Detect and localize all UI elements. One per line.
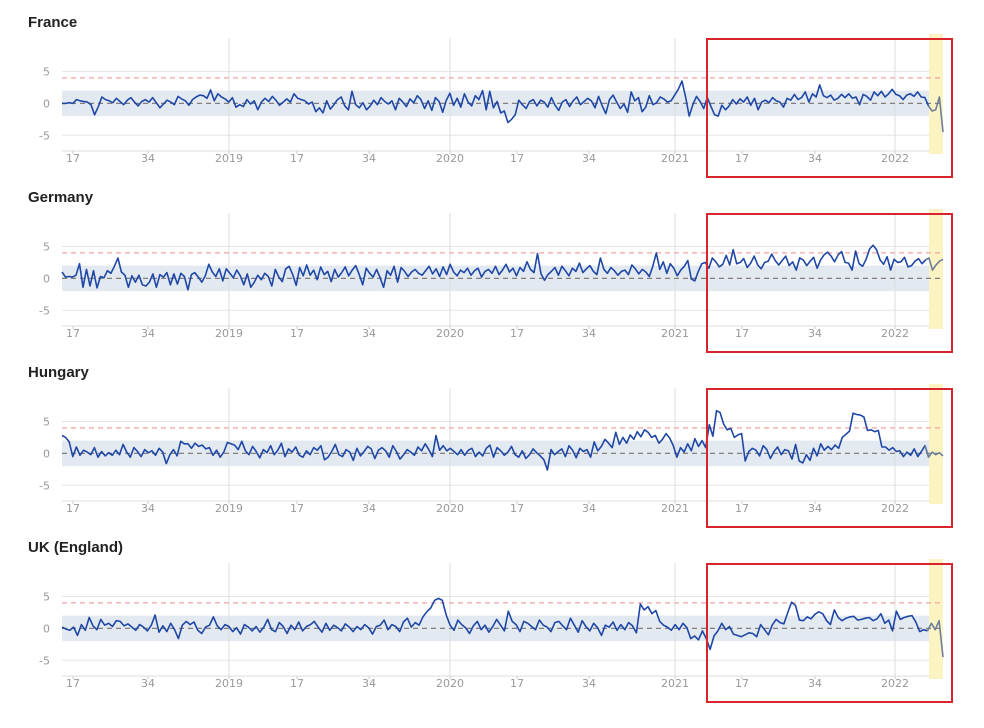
x-tick-label: 17 <box>735 152 749 165</box>
x-tick-label: 34 <box>362 677 376 690</box>
x-tick-label: 17 <box>290 327 304 340</box>
chart-hungary: 5 0 -5 17 34 2019 17 34 2020 17 34 2021 17 34 2022 <box>39 384 953 528</box>
x-tick-label: 34 <box>141 152 155 165</box>
y-tick-label: -5 <box>39 654 50 667</box>
y-tick-label: 0 <box>43 272 50 285</box>
x-tick-label: 34 <box>362 502 376 515</box>
series-line <box>61 244 930 291</box>
x-tick-label: 2022 <box>881 327 909 340</box>
x-tick-label: 34 <box>141 502 155 515</box>
panel-uk-england: UK (England) 5 0 -5 17 34 2019 17 34 2020 17 34 202… <box>0 539 984 714</box>
x-tick-label: 34 <box>582 502 596 515</box>
x-tick-label: 2019 <box>215 502 243 515</box>
series-line-recent <box>924 445 944 458</box>
x-tick-label: 17 <box>66 677 80 690</box>
y-tick-label: 5 <box>43 416 50 429</box>
series-line <box>62 80 930 124</box>
recent-data-zone <box>929 384 943 504</box>
x-tick-label: 34 <box>362 327 376 340</box>
recent-data-zone <box>929 34 943 154</box>
x-tick-label: 34 <box>808 502 822 515</box>
x-tick-label: 2020 <box>436 327 464 340</box>
x-tick-label: 17 <box>290 677 304 690</box>
recent-data-zone <box>929 209 943 329</box>
recent-data-zone <box>929 559 943 679</box>
x-tick-label: 2020 <box>436 152 464 165</box>
highlight-box <box>706 213 953 353</box>
x-tick-label: 34 <box>808 677 822 690</box>
x-tick-label: 34 <box>141 677 155 690</box>
y-tick-label: -5 <box>39 304 50 317</box>
x-tick-label: 2021 <box>661 502 689 515</box>
series-line <box>61 409 930 471</box>
series-line <box>61 597 928 651</box>
x-tick-label: 17 <box>735 327 749 340</box>
chart-title: Hungary <box>28 364 89 381</box>
chart-title: Germany <box>28 189 94 206</box>
x-tick-label: 17 <box>290 152 304 165</box>
highlight-box <box>706 38 953 178</box>
y-tick-label: 0 <box>43 447 50 460</box>
x-tick-label: 2022 <box>881 502 909 515</box>
x-tick-label: 2022 <box>881 152 909 165</box>
x-tick-label: 17 <box>735 677 749 690</box>
x-tick-label: 17 <box>66 152 80 165</box>
x-tick-label: 2019 <box>215 152 243 165</box>
panel-hungary: Hungary 5 0 -5 17 34 2019 17 34 2020 17 34 2021 17 34… <box>0 364 984 539</box>
chart-uk-england: 5 0 -5 17 34 2019 17 34 2020 17 34 2021 17 34 2022 <box>39 559 953 703</box>
x-tick-label: 2020 <box>436 677 464 690</box>
x-tick-label: 34 <box>808 152 822 165</box>
chart-germany: 5 0 -5 17 34 2019 17 34 2020 17 34 2021 17 34 2022 <box>39 209 953 353</box>
highlight-box <box>706 563 953 703</box>
y-tick-label: -5 <box>39 129 50 142</box>
x-tick-label: 2021 <box>661 677 689 690</box>
x-tick-label: 17 <box>66 327 80 340</box>
chart-france: 5 0 -5 17 34 2019 17 34 2020 17 34 2021 17 34 2022 <box>39 34 953 178</box>
x-tick-label: 2021 <box>661 152 689 165</box>
series-line-recent <box>926 619 944 658</box>
x-tick-label: 34 <box>582 677 596 690</box>
x-tick-label: 2021 <box>661 327 689 340</box>
x-tick-label: 17 <box>510 152 524 165</box>
y-tick-label: 5 <box>43 241 50 254</box>
x-tick-label: 17 <box>66 502 80 515</box>
x-tick-label: 2019 <box>215 677 243 690</box>
x-tick-label: 34 <box>582 327 596 340</box>
x-tick-label: 17 <box>510 502 524 515</box>
chart-title: France <box>28 14 78 31</box>
x-tick-label: 34 <box>141 327 155 340</box>
x-tick-label: 17 <box>510 327 524 340</box>
series-line-recent <box>925 257 944 271</box>
y-tick-label: -5 <box>39 479 50 492</box>
y-tick-label: 5 <box>43 591 50 604</box>
chart-title: UK (England) <box>28 539 123 556</box>
y-tick-label: 0 <box>43 622 50 635</box>
x-tick-label: 17 <box>290 502 304 515</box>
x-tick-label: 17 <box>735 502 749 515</box>
series-line-recent <box>927 96 944 133</box>
panel-france: France 5 0 -5 17 34 2019 17 34 2020 17 34 2021 17 34 2… <box>0 14 984 189</box>
y-tick-label: 0 <box>43 97 50 110</box>
x-tick-label: 2020 <box>436 502 464 515</box>
x-tick-label: 17 <box>510 677 524 690</box>
highlight-box <box>706 388 953 528</box>
x-tick-label: 34 <box>582 152 596 165</box>
panel-germany: Germany 5 0 -5 17 34 2019 17 34 2020 17 34 2021 17 34… <box>0 189 984 364</box>
x-tick-label: 2019 <box>215 327 243 340</box>
x-tick-label: 34 <box>362 152 376 165</box>
x-tick-label: 2022 <box>881 677 909 690</box>
x-tick-label: 34 <box>808 327 822 340</box>
y-tick-label: 5 <box>43 66 50 79</box>
